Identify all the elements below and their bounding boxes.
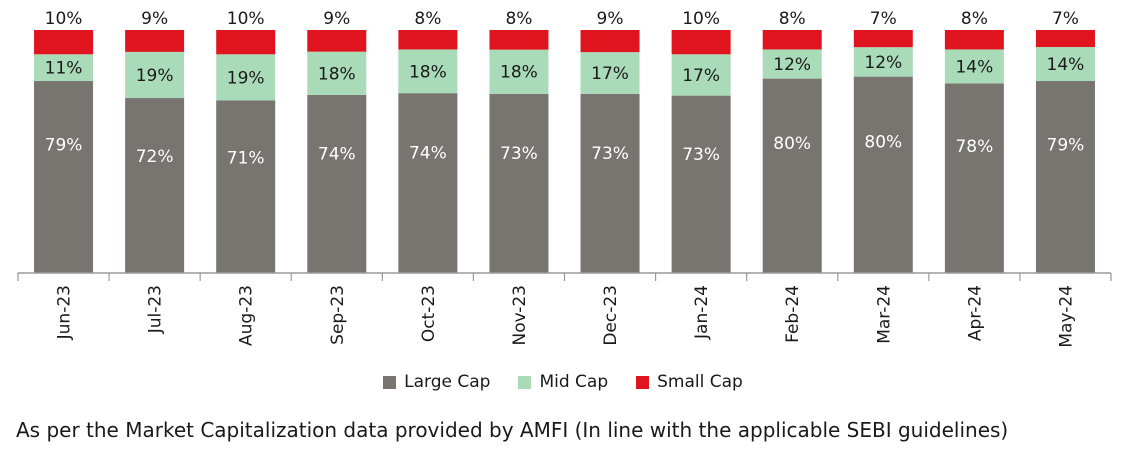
bar-small-cap-jun-23 — [34, 30, 94, 55]
data-label-small-cap-may-24: 7% — [1052, 9, 1079, 29]
data-label-small-cap-sep-23: 9% — [323, 9, 350, 29]
bar-mid-cap-sep-23 — [307, 51, 367, 95]
data-label-large-cap-oct-23: 74% — [409, 144, 447, 164]
data-label-mid-cap-apr-24: 14% — [955, 57, 993, 77]
legend: Large Cap Mid Cap Small Cap — [0, 372, 1126, 392]
data-label-small-cap-jul-23: 9% — [141, 9, 168, 29]
x-tick-label-jun-23: Jun-23 — [55, 285, 75, 340]
data-label-small-cap-nov-23: 8% — [505, 9, 532, 29]
data-label-small-cap-jun-23: 10% — [45, 9, 83, 29]
bar-small-cap-nov-23 — [489, 30, 549, 50]
data-label-large-cap-aug-23: 71% — [227, 148, 265, 168]
x-axis: Jun-23 Jul-23 Aug-23 Sep-23 Oct-23 Nov-23 Dec-… — [17, 272, 1112, 348]
bar-mid-cap-aug-23 — [216, 54, 276, 101]
bar-large-cap-jun-23 — [34, 81, 94, 273]
bar-large-cap-apr-24 — [944, 83, 1004, 274]
bar-large-cap-dec-23 — [580, 93, 640, 274]
footnote: As per the Market Capitalization data pr… — [16, 418, 1009, 442]
data-label-mid-cap-oct-23: 18% — [409, 62, 447, 82]
bar-small-cap-apr-24 — [944, 30, 1004, 50]
data-label-small-cap-dec-23: 9% — [597, 9, 624, 29]
x-tick-label-apr-24: Apr-24 — [965, 285, 985, 341]
legend-swatch-mid-cap — [518, 375, 532, 389]
legend-swatch-small-cap — [636, 375, 650, 389]
bars-group: 79% 11% 10% 72% 19% 9% 71% 19% 10% 74% 18% 9% 74% 18%… — [34, 9, 1095, 274]
legend-label-mid-cap: Mid Cap — [539, 372, 609, 392]
data-label-mid-cap-jan-24: 17% — [682, 66, 720, 86]
x-tick-label-jan-24: Jan-24 — [692, 285, 712, 340]
legend-item-small-cap: Small Cap — [636, 372, 743, 392]
bar-large-cap-may-24 — [1035, 81, 1095, 273]
x-tick-label-mar-24: Mar-24 — [874, 285, 894, 344]
data-label-mid-cap-jul-23: 19% — [136, 66, 174, 86]
legend-item-large-cap: Large Cap — [383, 372, 490, 392]
data-label-mid-cap-feb-24: 12% — [773, 55, 811, 75]
bar-mid-cap-jul-23 — [125, 51, 185, 99]
data-label-small-cap-aug-23: 10% — [227, 9, 265, 29]
x-tick-label-sep-23: Sep-23 — [328, 285, 348, 345]
data-label-mid-cap-nov-23: 18% — [500, 63, 538, 83]
bar-small-cap-dec-23 — [580, 30, 640, 53]
bar-large-cap-mar-24 — [853, 76, 913, 274]
bar-large-cap-nov-23 — [489, 93, 549, 274]
data-label-small-cap-oct-23: 8% — [414, 9, 441, 29]
x-tick-label-oct-23: Oct-23 — [419, 285, 439, 342]
x-tick-label-dec-23: Dec-23 — [601, 285, 621, 346]
bar-small-cap-oct-23 — [398, 30, 458, 50]
bar-large-cap-oct-23 — [398, 93, 458, 274]
data-label-mid-cap-sep-23: 18% — [318, 64, 356, 84]
x-tick-label-jul-23: Jul-23 — [146, 285, 166, 334]
data-label-large-cap-mar-24: 80% — [864, 132, 902, 152]
bar-mid-cap-nov-23 — [489, 49, 549, 94]
bar-large-cap-sep-23 — [307, 94, 367, 274]
bar-mid-cap-dec-23 — [580, 52, 640, 94]
bar-mid-cap-jun-23 — [34, 54, 94, 82]
stacked-bar-chart: 79% 11% 10% 72% 19% 9% 71% 19% 10% 74% 18% 9% 74% 18%… — [17, 9, 1112, 348]
legend-label-small-cap: Small Cap — [657, 372, 743, 392]
legend-swatch-large-cap — [383, 375, 397, 389]
data-label-large-cap-dec-23: 73% — [591, 144, 629, 164]
bar-large-cap-aug-23 — [216, 100, 276, 273]
bar-mid-cap-may-24 — [1035, 47, 1095, 82]
data-label-small-cap-apr-24: 8% — [961, 9, 988, 29]
bar-small-cap-jul-23 — [125, 30, 185, 52]
data-label-large-cap-apr-24: 78% — [955, 137, 993, 157]
bar-small-cap-jan-24 — [671, 30, 731, 55]
legend-item-mid-cap: Mid Cap — [518, 372, 608, 392]
data-label-large-cap-sep-23: 74% — [318, 145, 356, 165]
data-label-large-cap-may-24: 79% — [1047, 135, 1085, 155]
legend-label-large-cap: Large Cap — [404, 372, 491, 392]
data-label-mid-cap-dec-23: 17% — [591, 64, 629, 84]
bar-large-cap-jul-23 — [125, 98, 185, 273]
bar-mid-cap-feb-24 — [762, 49, 822, 79]
bar-mid-cap-mar-24 — [853, 47, 913, 77]
data-label-mid-cap-may-24: 14% — [1047, 55, 1085, 75]
bar-mid-cap-oct-23 — [398, 49, 458, 94]
data-label-large-cap-nov-23: 73% — [500, 144, 538, 164]
data-label-mid-cap-mar-24: 12% — [864, 53, 902, 73]
data-label-mid-cap-jun-23: 11% — [45, 59, 83, 79]
x-tick-label-may-24: May-24 — [1056, 285, 1076, 348]
bar-large-cap-jan-24 — [671, 95, 731, 273]
data-label-large-cap-jan-24: 73% — [682, 145, 720, 165]
data-label-mid-cap-aug-23: 19% — [227, 68, 265, 88]
bar-mid-cap-apr-24 — [944, 49, 1004, 84]
bar-large-cap-feb-24 — [762, 78, 822, 273]
x-tick-label-nov-23: Nov-23 — [510, 285, 530, 346]
x-tick-label-aug-23: Aug-23 — [237, 285, 257, 346]
bar-small-cap-mar-24 — [853, 30, 913, 48]
bar-small-cap-may-24 — [1035, 30, 1095, 48]
x-tick-label-feb-24: Feb-24 — [783, 285, 803, 343]
bar-small-cap-feb-24 — [762, 30, 822, 50]
bar-small-cap-aug-23 — [216, 30, 276, 55]
data-label-large-cap-jul-23: 72% — [136, 147, 174, 167]
data-label-large-cap-jun-23: 79% — [45, 135, 83, 155]
bar-small-cap-sep-23 — [307, 30, 367, 52]
data-label-small-cap-jan-24: 10% — [682, 9, 720, 29]
data-label-small-cap-feb-24: 8% — [779, 9, 806, 29]
data-label-large-cap-feb-24: 80% — [773, 134, 811, 154]
bar-mid-cap-jan-24 — [671, 54, 731, 96]
data-label-small-cap-mar-24: 7% — [870, 9, 897, 29]
